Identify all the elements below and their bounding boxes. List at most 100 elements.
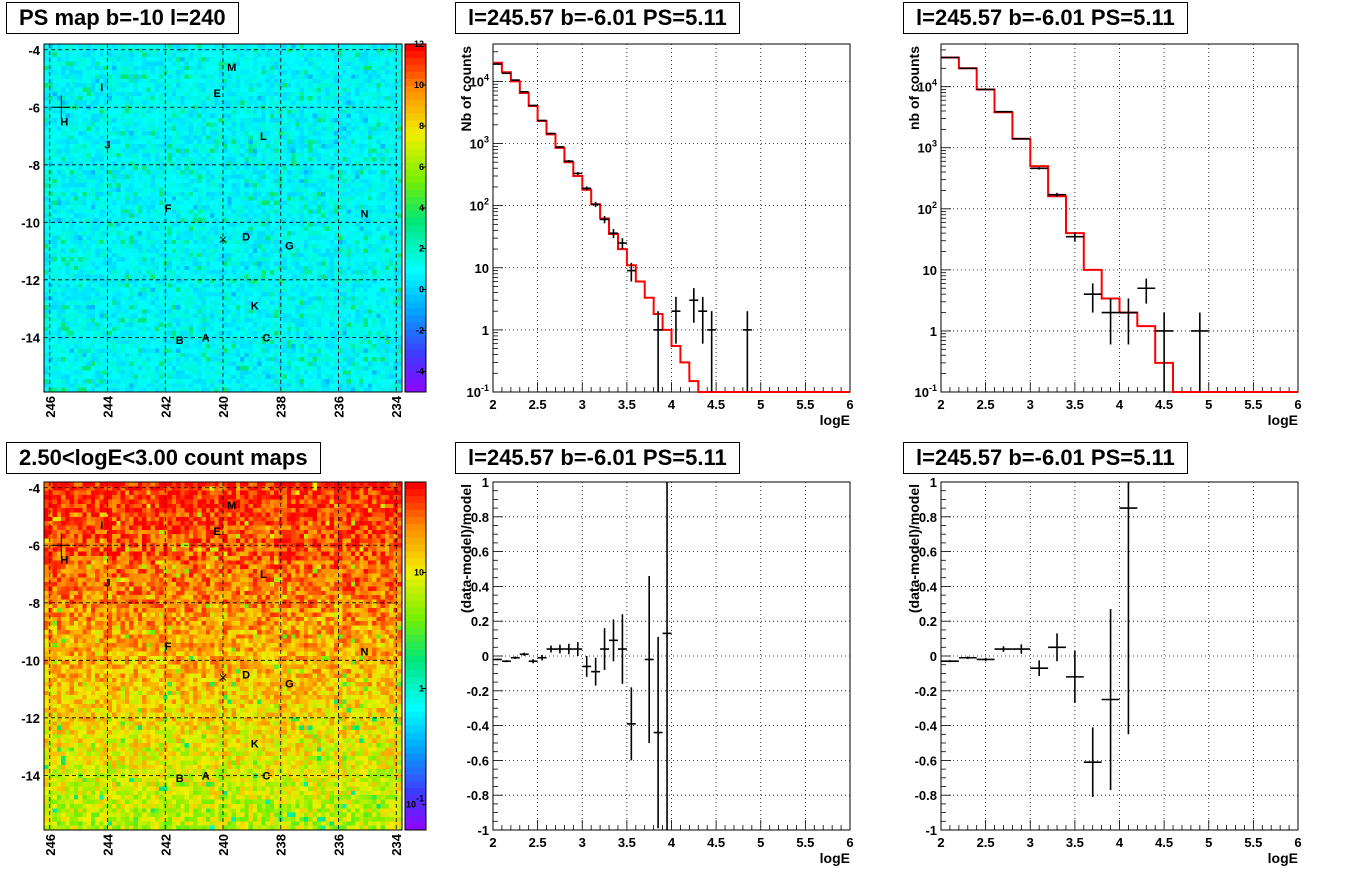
residual1-data-point bbox=[609, 619, 618, 662]
residual1-panel: 2 2.5 3 3.5 4 4.5 5 5.5 6 1 0.8 0.6 0.4 0.2 0 -0.2 -0.4 -… bbox=[458, 475, 854, 866]
residual2-data-point bbox=[941, 660, 959, 663]
spectrum2-data-point bbox=[976, 88, 995, 91]
spectrum1-data-point bbox=[742, 311, 752, 392]
ps-map-center-marker bbox=[219, 236, 227, 243]
ps-map-x-tick-label: 246 bbox=[43, 396, 58, 418]
residual2-data-point bbox=[976, 657, 995, 662]
count-map-y-tick-label: -4 bbox=[28, 481, 40, 496]
residual1-y-tick-label: 0 bbox=[482, 649, 489, 664]
residual1-data-point bbox=[555, 644, 565, 654]
spectrum2-x-tick-label: 3 bbox=[1027, 397, 1034, 412]
spectrum2-x-tick-label: 6 bbox=[1294, 397, 1301, 412]
source-label-L: L bbox=[260, 569, 267, 581]
residual1-data-point bbox=[662, 482, 672, 830]
residual2-data-point bbox=[958, 656, 977, 659]
spectrum1-x-tick-label: 6 bbox=[846, 397, 853, 412]
ps-map-y-tick-label: -6 bbox=[28, 100, 40, 115]
count-map-y-tick-label: -10 bbox=[21, 653, 40, 668]
ps-map-y-tick-label: -12 bbox=[21, 273, 40, 288]
spectrum1-data-point bbox=[528, 104, 538, 107]
spectrum1-frame bbox=[492, 43, 851, 393]
residual2-frame bbox=[940, 481, 1299, 831]
ps-map-y-tick-label: -8 bbox=[28, 158, 40, 173]
residual1-data-point bbox=[582, 656, 592, 677]
ps-map-colorbar-tick-label: 12 bbox=[414, 39, 424, 49]
residual1-x-axis-label: logE bbox=[820, 850, 850, 866]
residual2-y-tick-label: 0 bbox=[930, 649, 937, 664]
residual1-x-tick-label: 6 bbox=[846, 835, 853, 850]
spectrum2-data-point bbox=[1065, 232, 1084, 242]
residual2-y-tick-label: -0.4 bbox=[915, 719, 938, 734]
residual2-data-point bbox=[1012, 644, 1031, 654]
residual1-data-point bbox=[653, 636, 663, 829]
residual1-x-tick-label: 2 bbox=[489, 835, 496, 850]
ps-map-x-tick-label: 238 bbox=[274, 396, 289, 418]
source-label-E: E bbox=[214, 526, 221, 538]
residual1-data-point bbox=[600, 628, 610, 670]
residual2-y-tick-label: -0.6 bbox=[915, 753, 937, 768]
spectrum2-data-point bbox=[1030, 167, 1049, 170]
spectrum2-data-point bbox=[1119, 298, 1138, 345]
spectrum1-data-point bbox=[555, 146, 565, 148]
residual1-data-point bbox=[528, 659, 538, 664]
residual1-data-point bbox=[626, 687, 636, 761]
source-label-B: B bbox=[176, 773, 184, 785]
residual1-x-tick-label: 4 bbox=[668, 835, 676, 850]
spectrum1-data-point bbox=[546, 132, 556, 135]
source-label-C: C bbox=[262, 770, 270, 782]
residual1-x-tick-label: 5.5 bbox=[796, 835, 814, 850]
residual2-x-tick-label: 6 bbox=[1294, 835, 1301, 850]
source-label-A: A bbox=[202, 332, 210, 344]
count-map-y-tick-label: -8 bbox=[28, 596, 40, 611]
residual2-y-tick-label: 0.2 bbox=[919, 614, 937, 629]
spectrum2-data-point bbox=[1155, 312, 1174, 392]
spectrum2-data-point bbox=[1083, 283, 1102, 313]
residual2-x-tick-label: 2 bbox=[937, 835, 944, 850]
source-label-G: G bbox=[285, 240, 294, 252]
spectrum1-x-tick-label: 4 bbox=[668, 397, 676, 412]
ps-map-colorbar bbox=[404, 43, 427, 393]
source-label-L: L bbox=[260, 131, 267, 143]
residual1-data-point bbox=[501, 660, 511, 663]
residual1-y-tick-label: 0.6 bbox=[471, 545, 489, 560]
ps-map-colorbar-tick-label: 0 bbox=[419, 285, 424, 295]
count-map-title: 2.50<logE<3.00 count maps bbox=[6, 442, 321, 474]
residual2-y-tick-label: -0.2 bbox=[915, 684, 937, 699]
spectrum1-data-point bbox=[510, 79, 520, 81]
source-label-F: F bbox=[165, 641, 172, 653]
spectrum2-title: l=245.57 b=-6.01 PS=5.11 bbox=[903, 2, 1188, 34]
residual1-data-point bbox=[510, 656, 520, 659]
residual1-y-tick-label: 0.4 bbox=[471, 579, 490, 594]
spectrum2-data-point bbox=[1190, 312, 1209, 392]
count-map-x-tick-label: 234 bbox=[389, 833, 404, 855]
spectrum2-data-point bbox=[1137, 278, 1156, 304]
ps-map-colorbar-tick-label: 8 bbox=[419, 121, 424, 131]
count-map-colorbar bbox=[404, 481, 427, 831]
ps-map-pixels bbox=[44, 44, 403, 393]
count-map-x-tick-label: 244 bbox=[101, 833, 116, 855]
spectrum1-panel: 2 2.5 3 3.5 4 4.5 5 5.5 610-1110102103104logENb … bbox=[458, 43, 854, 428]
residual2-x-tick-label: 2.5 bbox=[977, 835, 995, 850]
residual2-x-tick-label: 3 bbox=[1027, 835, 1034, 850]
residual2-data-point bbox=[1065, 650, 1084, 703]
ps-map-x-tick-label: 240 bbox=[216, 396, 231, 418]
spectrum2-x-tick-label: 4.5 bbox=[1155, 397, 1173, 412]
spectrum1-y-tick-label: 103 bbox=[470, 135, 489, 152]
residual1-title: l=245.57 b=-6.01 PS=5.11 bbox=[455, 442, 740, 474]
residual1-frame bbox=[492, 481, 851, 831]
residual1-x-tick-label: 5 bbox=[757, 835, 764, 850]
count-map-x-tick-label: 240 bbox=[216, 834, 231, 856]
residual2-x-tick-label: 4 bbox=[1116, 835, 1124, 850]
residual1-y-tick-label: 0.2 bbox=[471, 614, 489, 629]
ps-map-x-tick-label: 244 bbox=[101, 395, 116, 417]
source-label-M: M bbox=[227, 500, 236, 512]
residual2-x-tick-label: 4.5 bbox=[1155, 835, 1173, 850]
spectrum2-x-axis-label: logE bbox=[1268, 412, 1298, 428]
residual1-data-point bbox=[537, 654, 547, 661]
spectrum2-y-tick-label: 10 bbox=[923, 263, 937, 278]
residual1-y-tick-label: 1 bbox=[482, 475, 489, 490]
spectrum2-x-tick-label: 4 bbox=[1116, 397, 1124, 412]
residual1-data-point bbox=[519, 652, 529, 656]
spectrum1-data-point bbox=[653, 311, 663, 392]
